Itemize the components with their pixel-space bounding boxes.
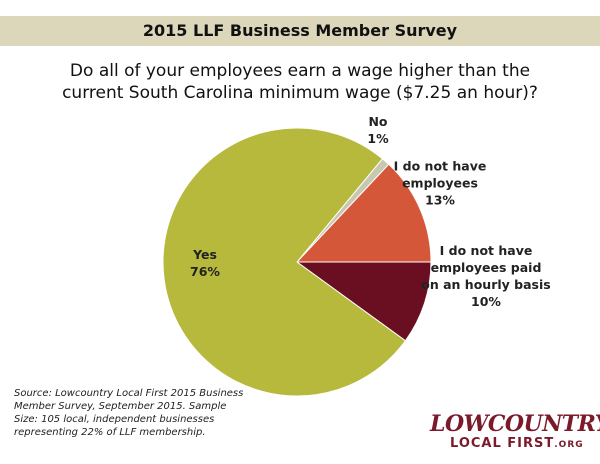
value-label: 13% <box>425 192 455 208</box>
value-label: 1% <box>367 131 389 146</box>
category-label: I do not have employees <box>393 158 487 191</box>
logo: LOWCOUNTRY LOCAL FIRST.ORG <box>430 412 600 451</box>
pie-slice <box>295 261 432 342</box>
slice-label: No 1% <box>358 113 398 147</box>
slice-label: Yes 76% <box>175 246 235 280</box>
logo-suffix: .ORG <box>554 440 584 450</box>
question: Do all of your employees earn a wage hig… <box>62 61 538 103</box>
category-label: No <box>368 114 388 129</box>
source-note: Source: Lowcountry Local First 2015 Busi… <box>14 388 244 438</box>
logo-text: LOCAL FIRST <box>450 436 555 451</box>
value-label: 76% <box>190 264 220 279</box>
value-label: 10% <box>471 294 501 309</box>
slice-label: I do not have employees 13% <box>380 158 500 209</box>
category-label: Yes <box>193 247 217 262</box>
category-label: I do not have employees paid on an hourl… <box>421 243 551 292</box>
slice-label: I do not have employees paid on an hourl… <box>421 242 551 310</box>
pie-slice <box>162 127 407 397</box>
pie-slice <box>295 163 432 263</box>
title-bar: 2015 LLF Business Member Survey <box>0 16 600 46</box>
logo-text: LOCAL FIRST.ORG <box>450 436 600 451</box>
logo-text: LOWCOUNTRY <box>430 411 600 437</box>
